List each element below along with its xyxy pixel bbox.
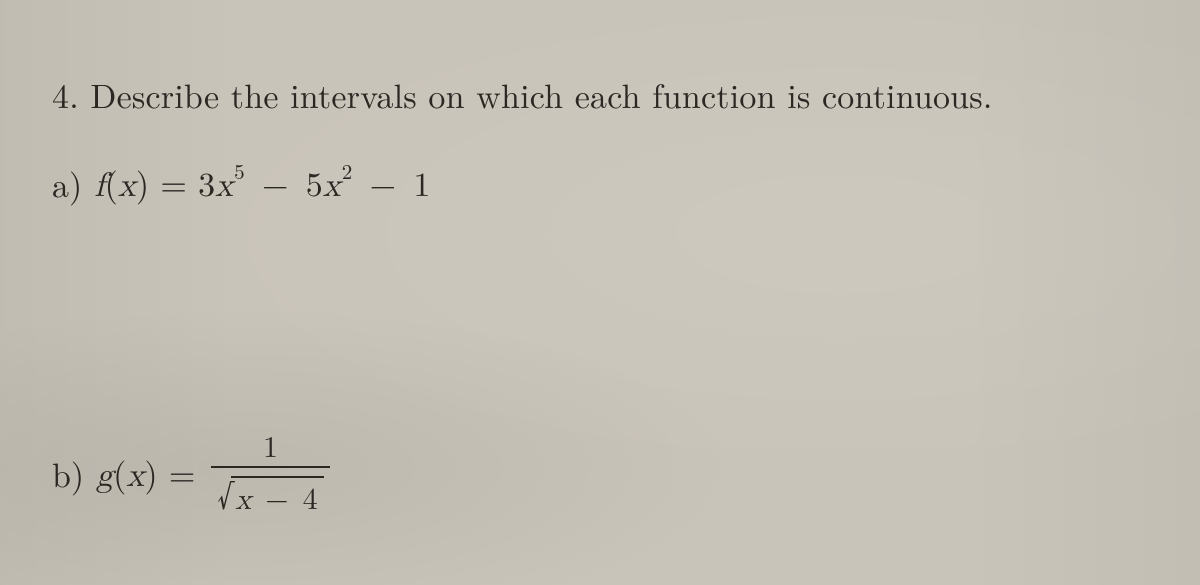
term1-coef: 3 — [198, 158, 215, 206]
part-a-expression: f(x) = 3x5 − 5x2 − 1 — [94, 158, 430, 207]
fn-var-x: x — [118, 169, 136, 203]
radicand-const: 4 — [303, 475, 318, 518]
fn-var-x-b: x — [126, 459, 144, 493]
close-paren: ) — [136, 158, 149, 206]
open-paren: ( — [105, 158, 118, 206]
open-paren-b: ( — [113, 448, 126, 496]
fn-name-g: g — [96, 459, 113, 493]
radicand-var: x — [235, 485, 251, 515]
radicand: x − 4 — [231, 476, 323, 515]
denominator: √ x − 4 — [211, 468, 329, 515]
close-paren-b: ) — [144, 448, 157, 496]
term3-const: 1 — [413, 158, 430, 206]
part-a: a) f(x) = 3x5 − 5x2 − 1 — [52, 158, 430, 207]
fraction: 1 √ x − 4 — [211, 430, 329, 515]
fn-name-f: f — [94, 169, 104, 203]
op-minus-2: − — [364, 158, 402, 206]
term1-exp: 5 — [234, 156, 245, 186]
worksheet-page: 4. Describe the intervals on which each … — [0, 0, 1200, 585]
numerator: 1 — [255, 430, 286, 466]
question-number: 4. — [52, 70, 79, 118]
part-b-lhs: g(x) = — [96, 448, 195, 497]
radical-symbol: √ — [217, 477, 233, 508]
term1-var: x — [215, 169, 233, 203]
question-prompt: 4. Describe the intervals on which each … — [52, 70, 993, 118]
term2-coef: 5 — [306, 158, 323, 206]
part-a-label: a) — [52, 159, 82, 207]
equals-b: = — [169, 448, 195, 496]
part-b: b) g(x) = 1 √ x − 4 — [52, 430, 330, 515]
term2-exp: 2 — [342, 156, 353, 186]
question-text: Describe the intervals on which each fun… — [90, 70, 992, 118]
radicand-op: − — [261, 475, 292, 518]
square-root: √ x − 4 — [217, 474, 323, 515]
part-b-label: b) — [52, 449, 84, 497]
term2-var: x — [323, 169, 341, 203]
op-minus-1: − — [256, 158, 294, 206]
equals: = — [160, 158, 186, 206]
